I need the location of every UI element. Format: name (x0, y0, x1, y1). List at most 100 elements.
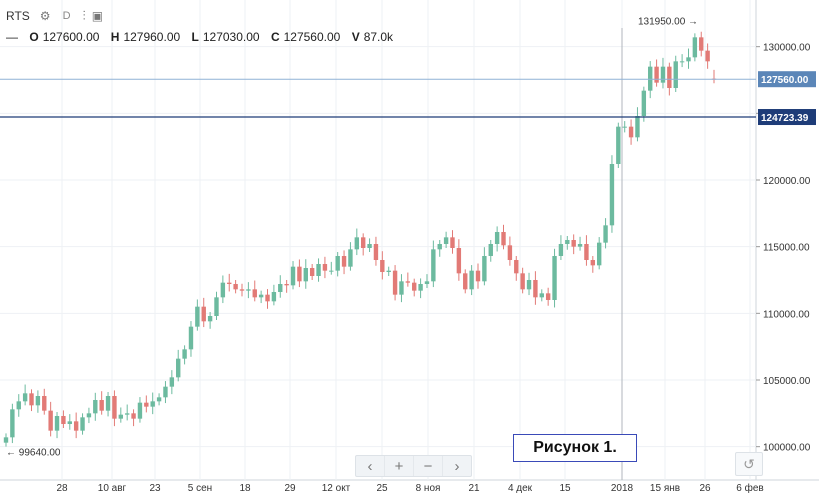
candle-body (533, 280, 538, 298)
candle-body (596, 242, 602, 266)
candle-body (258, 294, 264, 298)
indicators-icon[interactable]: ▣ (91, 9, 104, 23)
candle-body (590, 260, 596, 266)
zoom-out-button[interactable]: − (414, 456, 443, 476)
candle-body (297, 266, 302, 282)
candle-body (348, 249, 353, 267)
gear-icon[interactable]: ⚙ (39, 9, 51, 23)
candle-body (329, 270, 334, 272)
candle-body (552, 256, 557, 300)
candle-body (501, 232, 506, 246)
candle-body (316, 264, 321, 276)
high-marker-label: 131950.00 → (638, 17, 698, 28)
volume-value: 87.0k (363, 30, 394, 44)
candle-body (150, 401, 155, 407)
candle-body (418, 284, 423, 291)
candle-body (303, 268, 308, 282)
candle-body (622, 126, 627, 128)
x-tick-label: 18 (239, 483, 251, 494)
candle-body (424, 281, 430, 284)
close-value: 127560.00 (283, 30, 341, 44)
candle-body (54, 416, 60, 431)
candle-body (660, 66, 666, 83)
candle-body (412, 282, 417, 291)
low-marker-label: ← 99640.00 (6, 447, 61, 458)
candle-body (278, 284, 283, 292)
candle-body (271, 292, 277, 302)
y-tick-label: 120000.00 (763, 176, 811, 187)
candle-body (405, 281, 411, 283)
candle-body (201, 306, 206, 322)
candle-body (635, 116, 640, 138)
candle-body (73, 421, 79, 431)
candle-body (450, 237, 455, 248)
scroll-left-button[interactable]: ‹ (356, 456, 385, 476)
candle-body (705, 50, 710, 62)
candle-body (99, 400, 104, 411)
last-price-badge (758, 71, 816, 88)
candle-body (195, 306, 200, 327)
candle-body (558, 244, 564, 256)
candle-body (628, 126, 634, 138)
candle-body (494, 232, 500, 244)
ohlc-legend: — O 127600.00 H 127960.00 L 127030.00 C 1275… (6, 30, 401, 44)
candle-body (182, 349, 187, 359)
candle-body (616, 126, 621, 164)
x-tick-label: 4 дек (508, 483, 533, 494)
interval-label[interactable]: D (62, 10, 71, 22)
x-tick-label: 26 (699, 483, 711, 494)
x-tick-label: 6 фев (736, 482, 763, 494)
candle-body (61, 416, 66, 424)
candle-body (380, 260, 385, 272)
scroll-right-button[interactable]: › (454, 457, 460, 475)
low-label: L (191, 30, 199, 44)
candle-body (641, 90, 647, 116)
candle-body (437, 244, 442, 250)
legend-dash: — (6, 30, 18, 44)
candle-body (488, 244, 493, 256)
candle-body (112, 396, 117, 419)
candle-body (239, 289, 245, 291)
toolbar: RTS ⚙ D ⫶ ▣ (6, 8, 103, 24)
y-tick-label: 105000.00 (763, 376, 811, 387)
candle-body (10, 409, 15, 438)
zoom-in-button[interactable]: + (385, 456, 414, 476)
x-tick-label: 29 (284, 483, 296, 494)
x-tick-label: 23 (149, 483, 161, 494)
candle-body (565, 240, 570, 244)
level-label: 124723.39 (761, 113, 809, 124)
candle-body (105, 396, 111, 411)
candle-body (354, 237, 360, 250)
candle-body (679, 61, 685, 63)
compare-icon[interactable]: ⫶ (82, 8, 86, 23)
x-tick-label: 12 окт (322, 483, 351, 494)
candle-body (482, 256, 487, 282)
candle-body (252, 289, 257, 298)
candle-body (233, 284, 238, 290)
candle-body (443, 237, 449, 244)
candle-body (16, 401, 21, 410)
candle-body (214, 297, 219, 316)
candle-body (137, 402, 143, 419)
candle-body (227, 282, 232, 284)
reset-chart-button[interactable]: ↺ (735, 452, 763, 476)
candle-body (514, 260, 519, 274)
candle-body (520, 273, 525, 290)
candle-body (507, 245, 513, 260)
symbol-label[interactable]: RTS (6, 9, 30, 23)
x-tick-label: 28 (56, 483, 68, 494)
y-tick-label: 100000.00 (763, 443, 811, 454)
candle-body (335, 256, 340, 271)
x-tick-label: 8 ноя (416, 483, 441, 494)
candle-body (22, 393, 28, 402)
candle-body (475, 270, 481, 282)
candle-body (35, 396, 41, 406)
level-badge (758, 109, 816, 126)
candle-body (386, 270, 391, 272)
x-tick-label: 5 сен (188, 483, 212, 494)
volume-label: V (351, 30, 360, 44)
candle-body (169, 377, 175, 387)
